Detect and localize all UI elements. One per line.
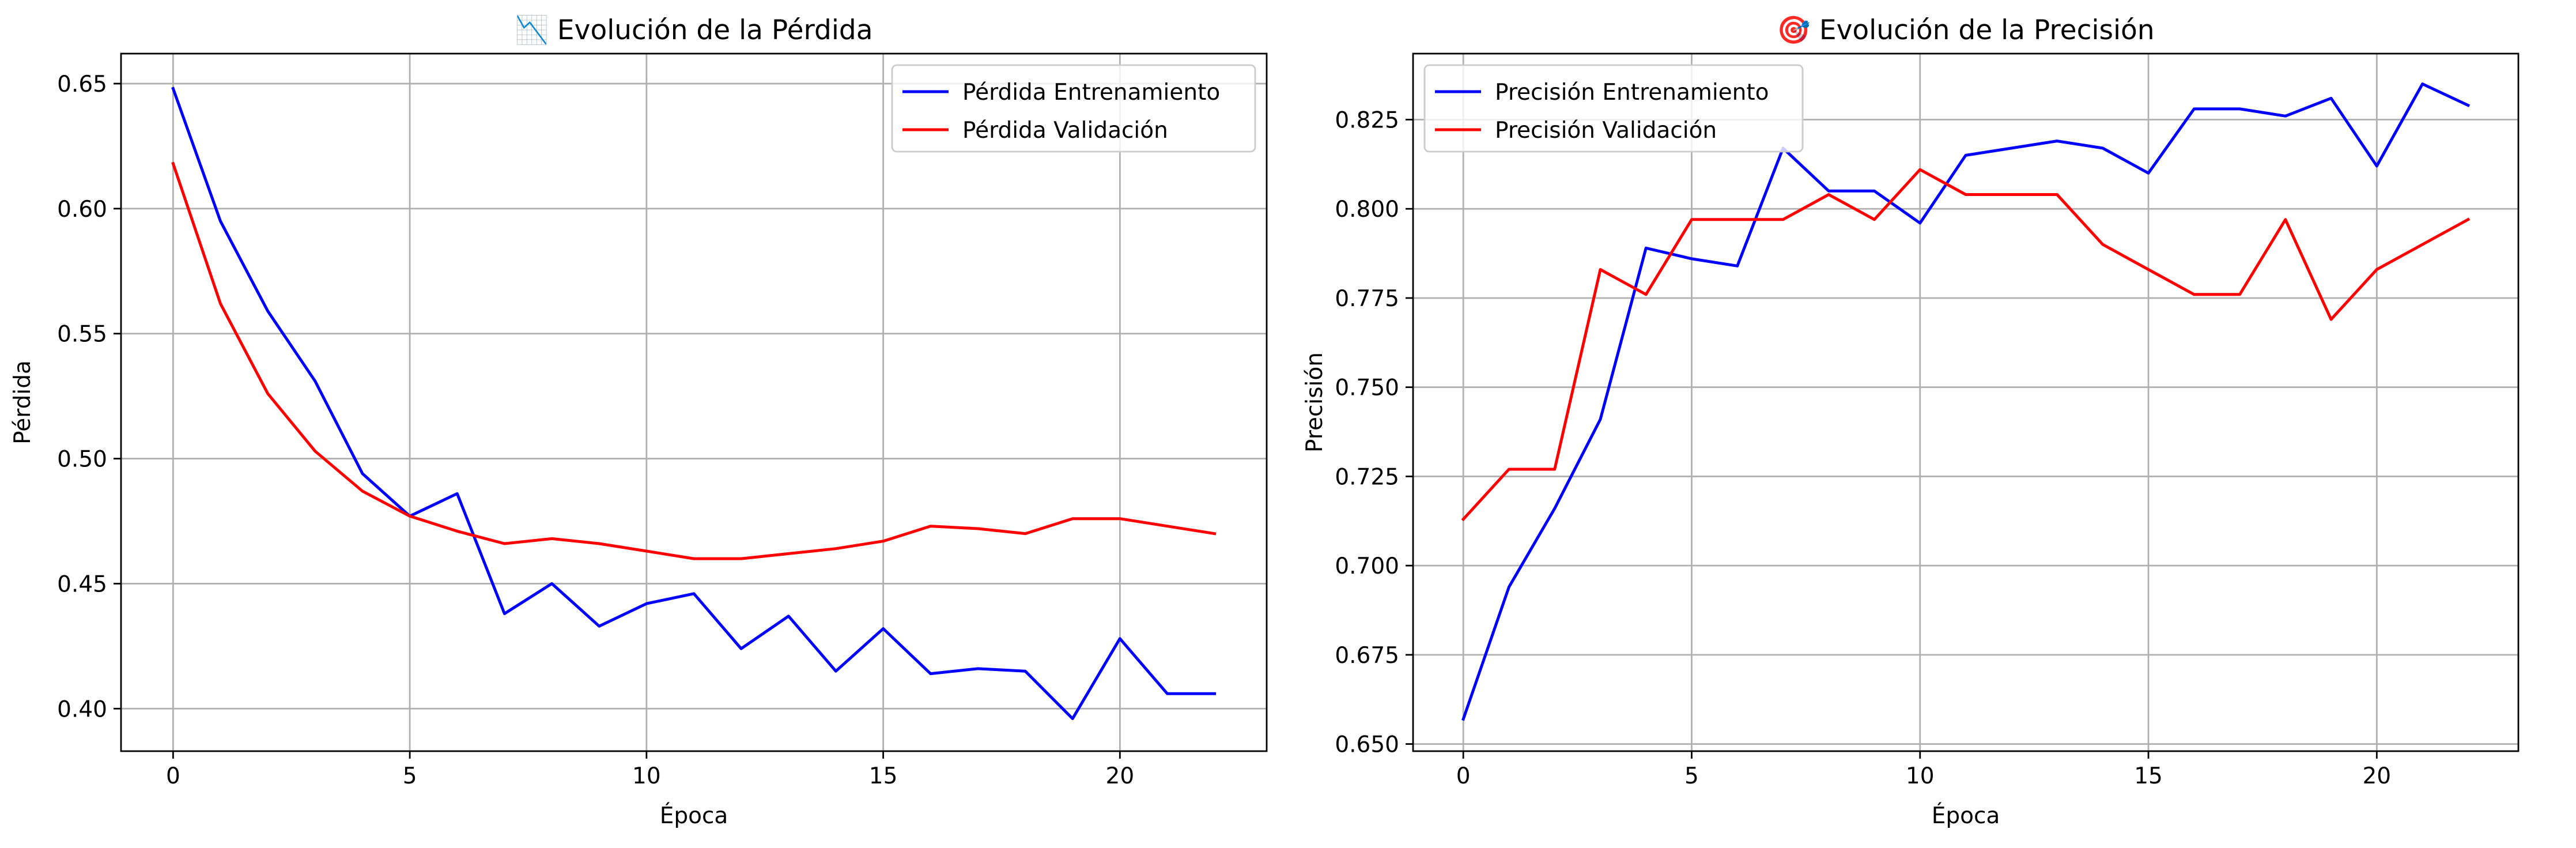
loss-y-tick-label: 0.40	[57, 696, 107, 722]
accuracy-chart-title: 🎯 Evolución de la Precisión	[1777, 14, 2154, 46]
loss-y-tick-label: 0.65	[57, 71, 107, 97]
accuracy-x-tick-label: 5	[1684, 763, 1699, 789]
loss-validation-line	[171, 161, 1217, 560]
accuracy-legend-training-label: Precisión Entrenamiento	[1495, 80, 1769, 105]
accuracy-chart-panel: 0 5 10 15 20 0.650 0.675 0.700 0.725 0.750 0.775 0.…	[1302, 14, 2520, 829]
accuracy-y-axis-label: Precisión	[1302, 352, 1328, 453]
accuracy-y-tick-label: 0.700	[1335, 553, 1399, 579]
loss-y-axis-label: Pérdida	[10, 360, 36, 444]
loss-legend-training-label: Pérdida Entrenamiento	[962, 80, 1220, 105]
loss-x-axis-label: Época	[660, 802, 728, 829]
loss-chart-panel: 0 5 10 15 20 0.40 0.45 0.50 0.55 0.60 0.65 📉 Evoluc…	[10, 14, 1268, 829]
accuracy-plot-frame	[1412, 52, 2520, 752]
accuracy-legend-box	[1423, 64, 1804, 153]
accuracy-validation-line	[1461, 168, 2471, 522]
loss-legend-validation-label: Pérdida Validación	[962, 118, 1168, 144]
loss-chart-title: 📉 Evolución de la Pérdida	[515, 14, 872, 46]
loss-legend-box	[891, 64, 1256, 153]
accuracy-y-tick-label: 0.825	[1335, 108, 1399, 134]
accuracy-x-tick-label: 15	[2134, 763, 2163, 789]
accuracy-x-tick-label: 0	[1456, 763, 1471, 789]
accuracy-y-tick-label: 0.800	[1335, 197, 1399, 223]
loss-y-tick-label: 0.45	[57, 571, 107, 597]
accuracy-x-tick-label: 20	[2362, 763, 2391, 789]
accuracy-y-tick-label: 0.725	[1335, 464, 1399, 490]
loss-plot-frame	[120, 52, 1268, 752]
accuracy-y-tick-label: 0.775	[1335, 286, 1399, 312]
loss-training-line	[171, 86, 1217, 721]
accuracy-legend-validation-label: Precisión Validación	[1495, 118, 1717, 144]
accuracy-training-line	[1461, 82, 2471, 721]
accuracy-x-tick-label: 10	[1906, 763, 1935, 789]
loss-y-tick-label: 0.50	[57, 447, 107, 473]
loss-x-tick-label: 20	[1106, 763, 1135, 789]
accuracy-y-tick-label: 0.650	[1335, 732, 1399, 758]
accuracy-x-axis-label: Época	[1932, 802, 2000, 829]
loss-x-tick-label: 10	[632, 763, 661, 789]
loss-x-tick-label: 5	[403, 763, 417, 789]
loss-x-tick-label: 15	[869, 763, 898, 789]
loss-y-tick-label: 0.60	[57, 197, 107, 223]
loss-y-tick-label: 0.55	[57, 322, 107, 348]
accuracy-y-tick-label: 0.675	[1335, 643, 1399, 669]
accuracy-y-tick-label: 0.750	[1335, 375, 1399, 401]
loss-x-tick-label: 0	[166, 763, 180, 789]
